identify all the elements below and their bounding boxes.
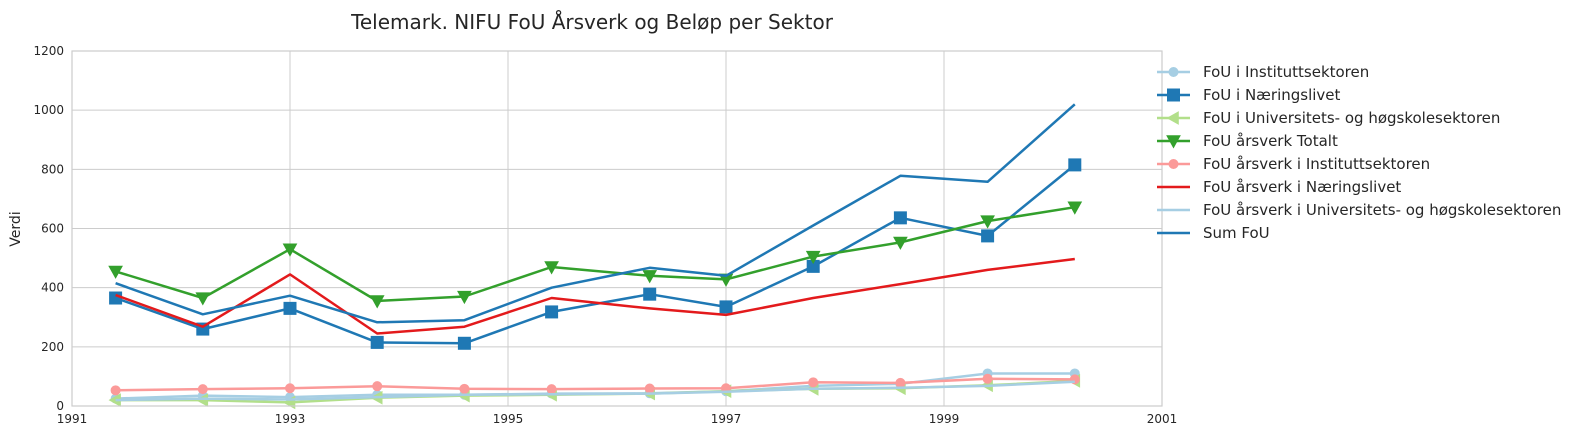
data-point: [457, 290, 472, 305]
series-layer: [108, 103, 1083, 410]
data-point: [719, 300, 733, 314]
data-point: [283, 301, 297, 315]
tick-labels: 1991 1993 1995 1997 1999 2001 0 200 400 600 800 100…: [33, 44, 1177, 426]
data-point: [369, 295, 385, 309]
data-point: [372, 381, 383, 392]
series-line: [115, 257, 1075, 335]
y-tick-label: 1000: [33, 103, 64, 117]
legend-item: FoU årsverk i Instituttsektoren: [1157, 155, 1430, 173]
y-tick-label: 400: [41, 281, 64, 295]
legend-marker: [1166, 135, 1181, 149]
data-point: [197, 384, 208, 395]
legend-item: FoU i Universitets- og høgskolesektoren: [1157, 109, 1500, 127]
data-point: [285, 383, 295, 394]
series-5: [110, 373, 1080, 396]
series-6: [115, 257, 1075, 335]
data-point: [718, 273, 734, 287]
series-line: [115, 205, 1075, 303]
data-point: [195, 292, 211, 306]
y-axis-label: Verdi: [8, 211, 24, 246]
series-2: [109, 158, 1082, 350]
data-point: [981, 229, 995, 243]
series-4: [108, 201, 1083, 309]
data-point: [982, 373, 993, 384]
y-tick-label: 0: [56, 399, 64, 413]
data-point: [893, 236, 908, 250]
data-point: [457, 336, 471, 350]
x-tick-label: 1999: [929, 412, 960, 426]
legend-item: FoU årsverk i Universitets- og høgskoles…: [1157, 201, 1561, 219]
legend-marker: [1167, 88, 1180, 102]
y-tick-label: 200: [41, 340, 64, 354]
legend-label: Sum FoU: [1203, 224, 1270, 242]
data-point: [109, 291, 123, 305]
series-line: [115, 103, 1076, 324]
data-point: [980, 215, 995, 229]
legend-label: FoU årsverk Totalt: [1203, 132, 1338, 150]
legend-label: FoU årsverk i Universitets- og høgskoles…: [1203, 201, 1561, 219]
legend-label: FoU årsverk i Instituttsektoren: [1203, 155, 1430, 173]
x-tick-label: 1991: [57, 412, 88, 426]
legend-item: Sum FoU: [1157, 224, 1270, 242]
y-tick-label: 1200: [33, 44, 64, 58]
data-point: [195, 393, 209, 407]
y-tick-label: 600: [41, 222, 64, 236]
data-point: [545, 305, 559, 319]
plot-frame: [71, 50, 1163, 407]
chart-title: Telemark. NIFU FoU Årsverk og Beløp per …: [350, 10, 834, 34]
data-point: [108, 265, 123, 279]
data-point: [110, 385, 121, 396]
legend-item: FoU i Næringslivet: [1157, 86, 1341, 104]
x-tick-label: 1993: [275, 412, 306, 426]
data-point: [644, 383, 655, 394]
data-point: [546, 384, 557, 395]
series-line: [115, 377, 1075, 392]
legend-item: FoU årsverk i Næringslivet: [1157, 178, 1401, 196]
data-point: [459, 383, 470, 394]
series-8: [115, 103, 1076, 324]
data-point: [1068, 158, 1082, 172]
legend-marker: [1166, 111, 1179, 125]
data-point: [895, 377, 906, 388]
data-point: [808, 377, 819, 388]
legend-label: FoU årsverk i Næringslivet: [1203, 178, 1401, 196]
data-point: [544, 261, 559, 275]
legend-label: FoU i Instituttsektoren: [1203, 63, 1369, 81]
legend-item: FoU årsverk Totalt: [1157, 132, 1338, 150]
data-point: [642, 270, 658, 284]
series-line: [115, 380, 1075, 402]
data-point: [643, 287, 657, 301]
x-tick-label: 2001: [1147, 412, 1178, 426]
legend-marker: [1168, 67, 1179, 77]
legend-marker: [1168, 159, 1179, 169]
x-tick-label: 1997: [711, 412, 742, 426]
series-7: [115, 380, 1075, 402]
x-tick-label: 1995: [493, 412, 524, 426]
data-point: [1067, 201, 1083, 215]
legend: FoU i Instituttsektoren FoU i Næringslive…: [1157, 63, 1561, 242]
data-point: [893, 211, 907, 225]
legend-label: FoU i Næringslivet: [1203, 86, 1341, 104]
data-point: [282, 243, 298, 257]
legend-label: FoU i Universitets- og høgskolesektoren: [1203, 109, 1500, 127]
data-point: [805, 250, 821, 265]
series-line: [115, 163, 1076, 345]
data-point: [370, 335, 384, 349]
legend-item: FoU i Instituttsektoren: [1157, 63, 1369, 81]
y-tick-label: 800: [41, 162, 64, 176]
